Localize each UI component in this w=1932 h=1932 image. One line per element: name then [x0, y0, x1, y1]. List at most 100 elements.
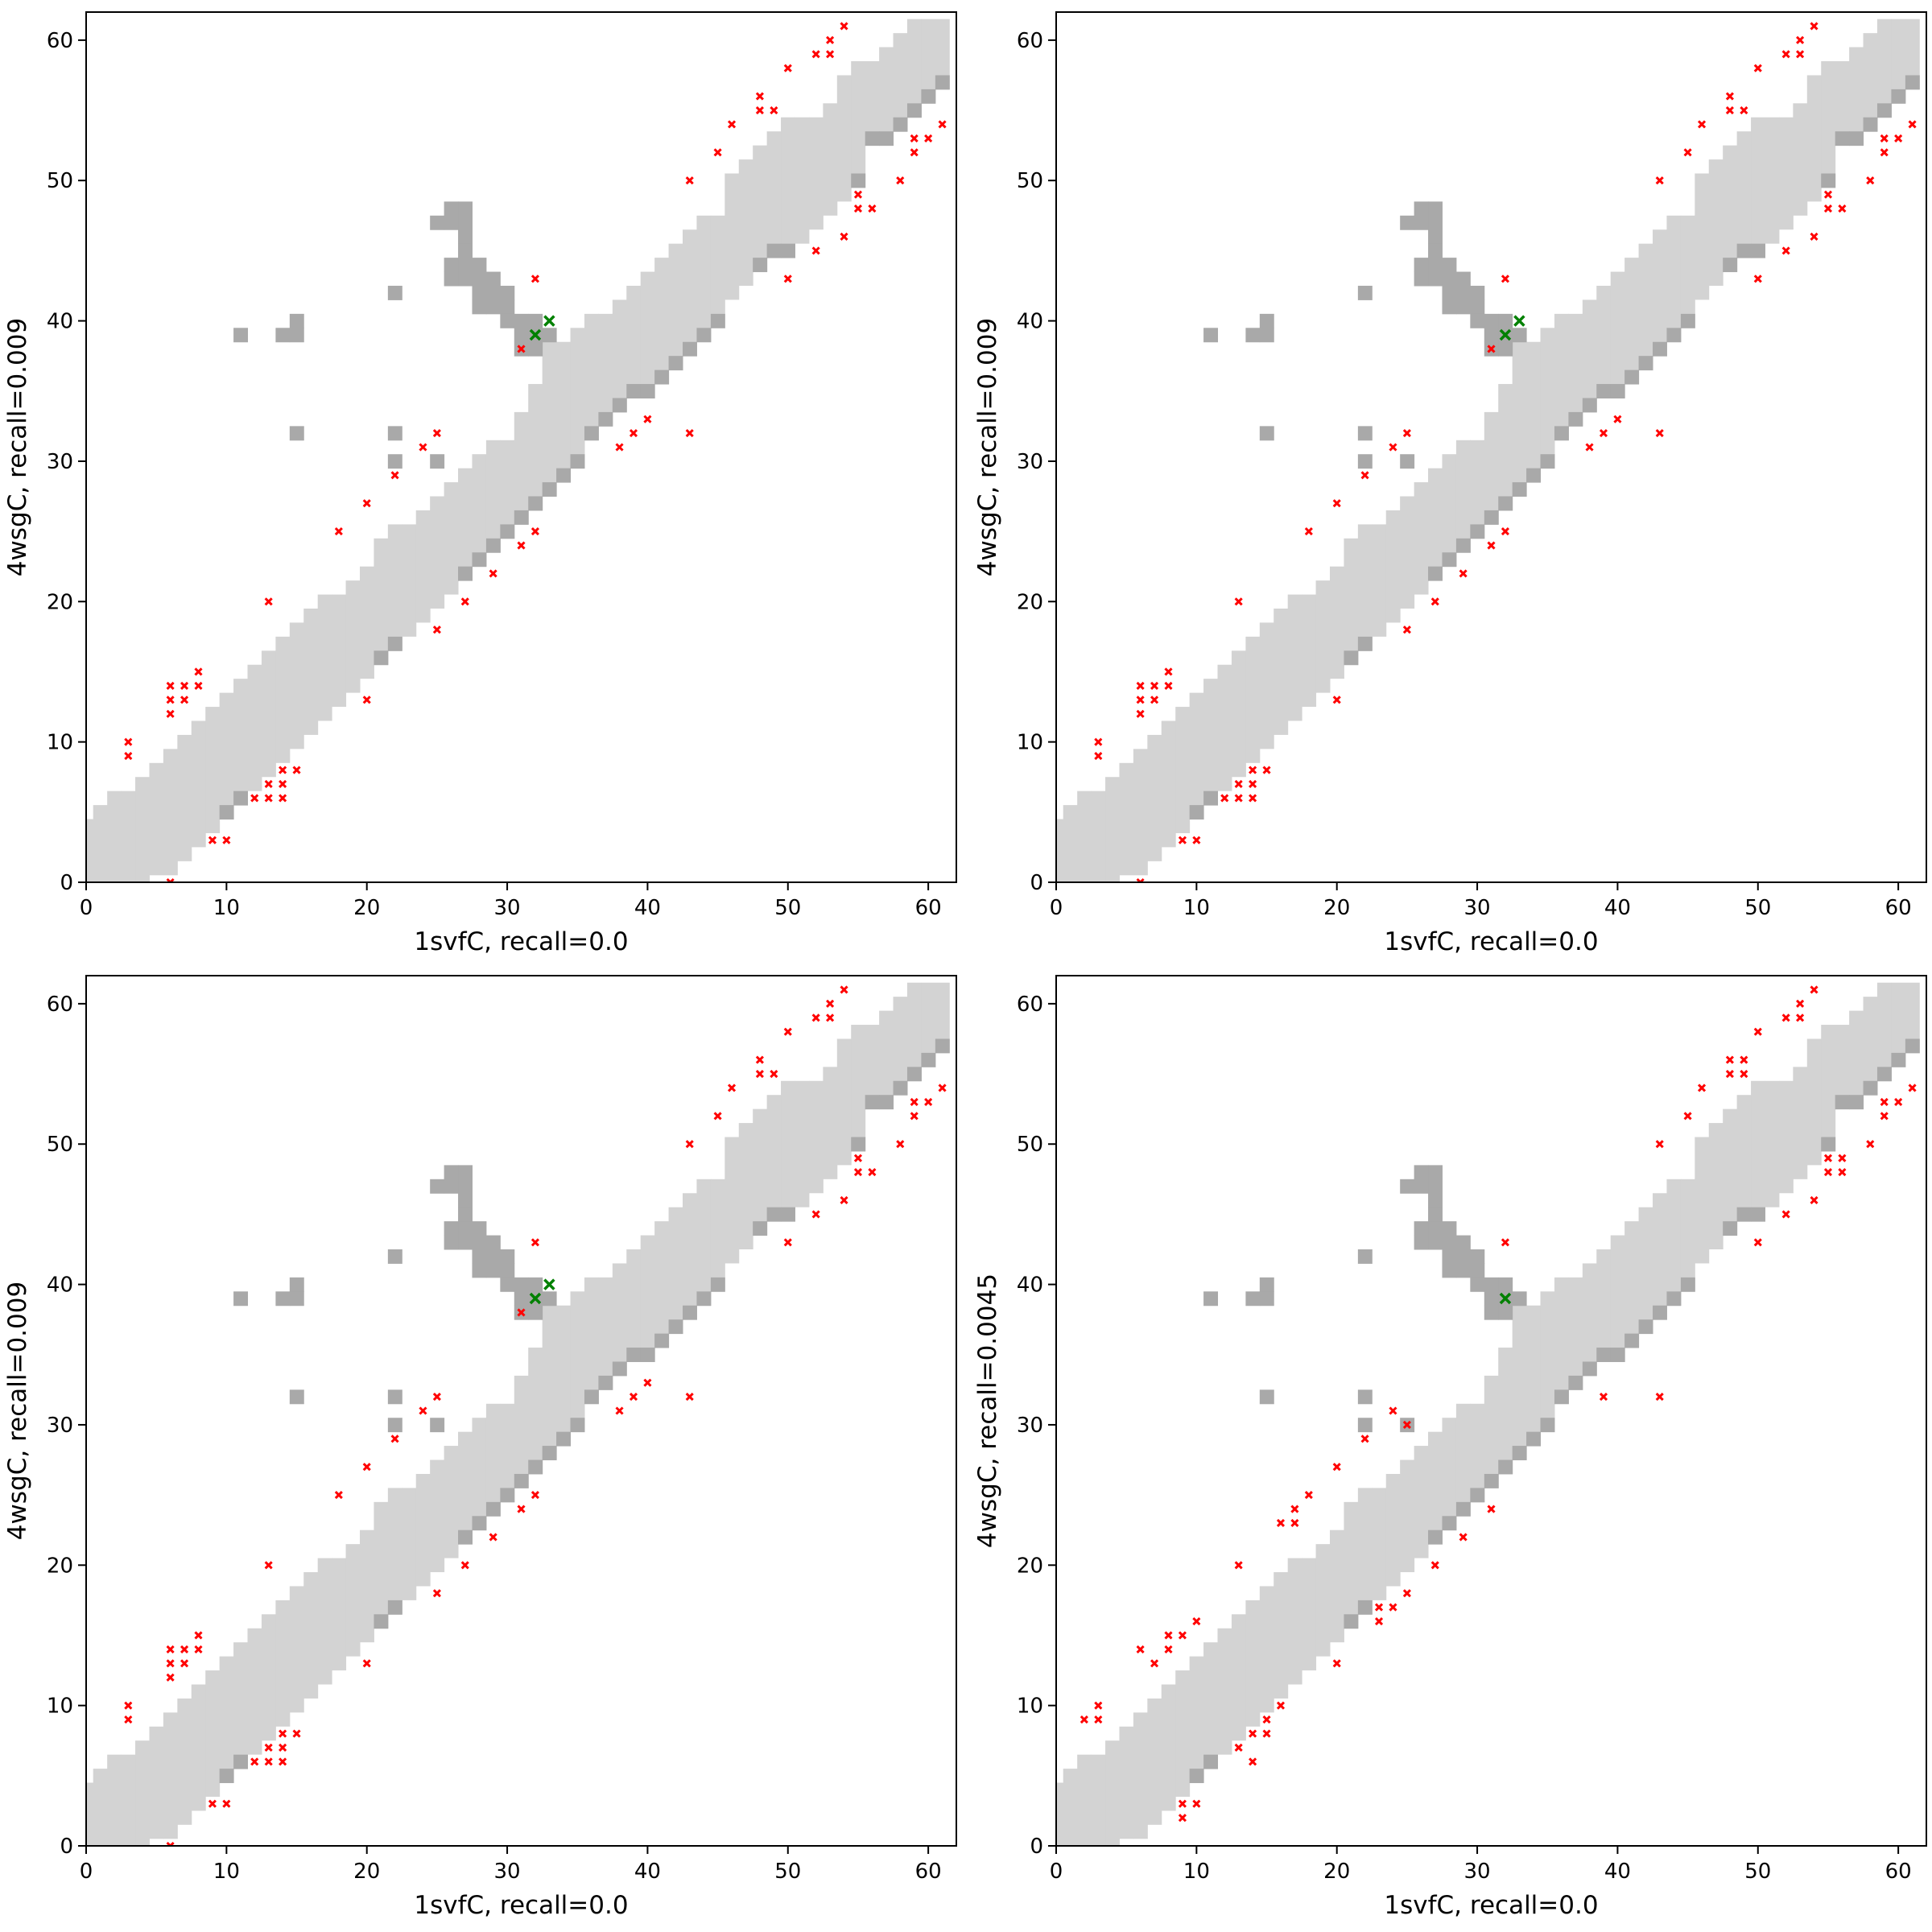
y-axis-label: 4wsgC, recall=0.0045	[973, 1274, 1002, 1548]
red-point	[910, 148, 919, 157]
band-cell	[935, 982, 950, 1053]
dark-cell	[753, 258, 768, 273]
red-point	[615, 1406, 624, 1415]
red-point	[432, 429, 441, 438]
dark-cell	[1357, 454, 1373, 469]
band-cell	[1315, 580, 1331, 693]
y-tick-label: 40	[47, 1274, 73, 1298]
green-point	[543, 1278, 555, 1290]
band-cell	[402, 524, 417, 637]
band-cell	[275, 636, 291, 763]
band-cell	[1653, 1193, 1667, 1320]
band-cell	[1695, 173, 1710, 300]
band-cell	[808, 117, 824, 230]
red-point	[1389, 1406, 1397, 1415]
dark-cell	[906, 1067, 922, 1082]
band-cell	[247, 664, 262, 791]
band-cell	[1751, 1080, 1765, 1222]
x-tick-label: 50	[774, 896, 801, 920]
dark-cell	[1905, 75, 1920, 90]
dark-cell	[500, 285, 515, 300]
band-cell	[781, 117, 795, 258]
dark-cell	[1203, 328, 1219, 343]
red-point	[1136, 696, 1145, 704]
band-cell	[1876, 982, 1892, 1081]
dark-cell	[500, 299, 515, 315]
band-cell	[219, 1656, 234, 1783]
dark-cell	[556, 468, 572, 483]
red-point	[1880, 148, 1889, 157]
dark-cell	[528, 341, 543, 357]
dark-cell	[1414, 215, 1429, 230]
band-cell	[1498, 1348, 1513, 1474]
dark-cell	[1428, 1179, 1443, 1194]
red-point	[783, 64, 792, 72]
red-point	[840, 1195, 848, 1205]
dark-cell	[1203, 1291, 1219, 1307]
red-point	[1585, 443, 1594, 452]
red-point	[727, 1084, 737, 1092]
dark-cell	[289, 1389, 304, 1405]
band-cell	[1582, 299, 1597, 412]
dark-cell	[906, 103, 922, 118]
band-cell	[893, 33, 908, 132]
band-cell	[724, 173, 740, 300]
band-cell	[696, 1179, 712, 1306]
x-axis-label: 1svfC, recall=0.0	[414, 1891, 628, 1920]
dark-cell	[458, 258, 473, 273]
red-point	[629, 429, 638, 438]
dark-cell	[1442, 1235, 1457, 1250]
dark-cell	[683, 1305, 697, 1320]
red-point	[1655, 176, 1664, 185]
band-cell	[808, 1080, 824, 1194]
band-cell	[626, 1249, 642, 1362]
red-point	[419, 443, 427, 452]
red-point	[938, 120, 947, 129]
band-cell	[1624, 1221, 1640, 1348]
dark-cell	[1484, 313, 1499, 328]
band-cell	[1400, 1459, 1415, 1573]
red-point	[1823, 1168, 1833, 1177]
red-point	[1459, 1533, 1468, 1542]
band-cell	[654, 258, 670, 385]
dark-cell	[500, 524, 515, 539]
dark-cell	[430, 1179, 445, 1194]
dark-cell	[528, 313, 543, 328]
red-point	[1796, 35, 1805, 44]
band-cell	[570, 328, 585, 469]
band-cell	[205, 1670, 221, 1797]
red-point	[517, 345, 526, 353]
band-cell	[1133, 1712, 1148, 1839]
x-tick-label: 60	[915, 896, 942, 920]
x-tick-label: 30	[494, 1860, 521, 1884]
red-point	[853, 1154, 863, 1162]
band-cell	[1189, 1656, 1204, 1783]
dark-cell	[1484, 1305, 1499, 1320]
dark-cell	[289, 313, 304, 328]
dark-cell	[935, 1038, 950, 1054]
dark-cell	[1259, 328, 1274, 343]
dark-cell	[458, 1207, 473, 1222]
band-cell	[823, 103, 838, 216]
band-cell	[1905, 982, 1920, 1053]
band-cell	[1806, 1038, 1822, 1166]
dark-cell	[598, 1375, 613, 1390]
band-cell	[1455, 440, 1471, 553]
dark-cell	[542, 1291, 557, 1307]
band-cell	[893, 997, 908, 1096]
band-cell	[1372, 1488, 1387, 1600]
band-cell	[430, 1459, 445, 1573]
dark-cell	[444, 1165, 459, 1180]
dark-cell	[500, 1488, 515, 1503]
dark-cell	[528, 496, 543, 511]
dark-cell	[1357, 636, 1373, 651]
dark-cell	[1428, 1207, 1443, 1222]
red-point	[1249, 779, 1257, 789]
dark-cell	[1540, 1418, 1555, 1433]
band-cell	[1175, 1670, 1191, 1797]
x-tick-label: 10	[1183, 896, 1210, 920]
dark-cell	[472, 271, 487, 287]
band-cell	[303, 1572, 319, 1699]
red-point	[1150, 696, 1159, 704]
red-point	[250, 794, 259, 803]
